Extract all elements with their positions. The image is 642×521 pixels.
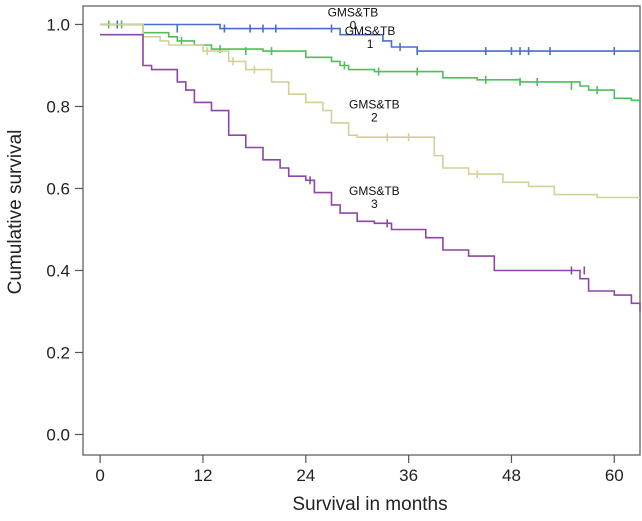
curve-label-3-name: GMS&TB [349,184,400,198]
axes: 0 12 24 36 48 600.00.20.40.60.81.0 [46,5,641,485]
curve-label-3-group: 3 [371,197,378,211]
curve-label-2-group: 2 [371,111,378,125]
curve-label-1-group: 1 [367,37,374,51]
x-tick-label: 60 [605,466,624,485]
x-tick-label: 24 [296,466,315,485]
survival-curve-2 [100,23,640,199]
y-tick-label: 0.0 [46,425,70,444]
curve-label-1-name: GMS&TB [345,24,396,38]
x-tick-label: 48 [502,466,521,485]
survival-curve-3 [100,33,641,312]
x-tick-label: 36 [399,466,418,485]
series-3 [100,33,641,312]
y-tick-label: 0.8 [46,97,70,116]
series-2 [100,23,640,199]
curve-label-0-group: 0 [350,18,357,32]
x-axis-title: Survival in months [292,494,447,515]
y-tick-label: 0.2 [46,343,70,362]
y-tick-label: 1.0 [46,15,70,34]
plot-frame [82,5,641,456]
y-tick-label: 0.4 [46,261,70,280]
x-tick-label: 12 [194,466,213,485]
y-tick-label: 0.6 [46,179,70,198]
x-tick-label: 0 [95,466,104,485]
y-axis-title: Cumulative survival [5,130,26,295]
curve-label-0-name: GMS&TB [328,5,379,19]
curves [100,20,641,312]
curve-label-2-name: GMS&TB [349,98,400,112]
